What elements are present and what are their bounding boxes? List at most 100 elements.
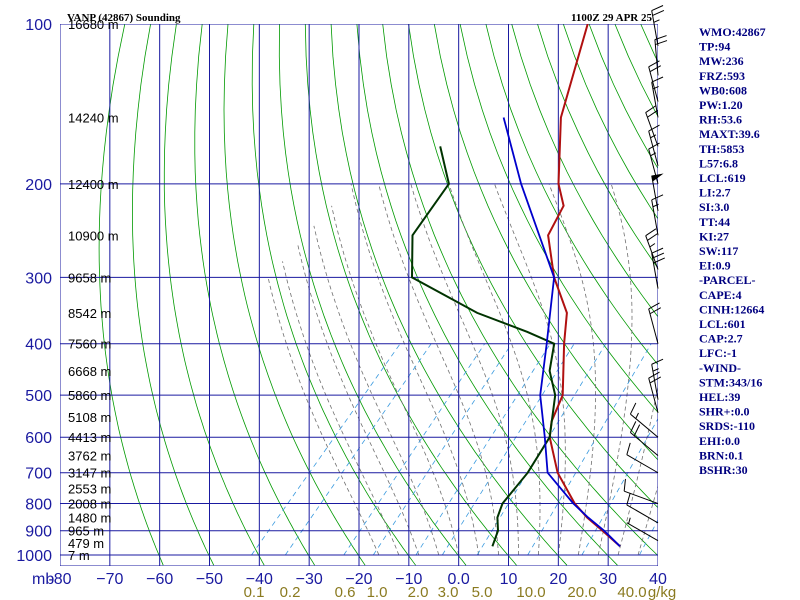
wind-barb <box>648 302 662 344</box>
moist-adiabat-line <box>267 277 380 556</box>
index-value: HEL:39 <box>699 390 740 404</box>
pressure-tick-label: 100 <box>25 17 52 34</box>
mixing-ratio-line <box>415 343 551 556</box>
wind-barbs <box>623 5 668 542</box>
index-value: TP:94 <box>699 40 730 54</box>
wind-barb <box>651 5 665 47</box>
mixing-ratio-label: 10.0 <box>516 584 545 600</box>
dry-adiabat-line <box>408 24 658 509</box>
mixing-ratio-label: 2.0 <box>408 584 429 600</box>
pressure-tick-label: 800 <box>25 497 52 514</box>
mixing-ratio-line <box>527 343 652 556</box>
temperature-axis: mb-80 −70 −60 −50 −40 −30 −20 −10 0.0 10 20 30 40 <box>32 571 667 588</box>
height-label: 10900 m <box>68 228 119 243</box>
index-value: EI:0.9 <box>699 259 731 273</box>
mixing-ratio-label: 0.6 <box>335 584 356 600</box>
height-labels: 16680 m 14240 m 12400 m 10900 m 9658 m 8542 m… <box>68 17 119 563</box>
wind-barb <box>626 442 659 474</box>
pressure-tick-label: 400 <box>25 337 52 354</box>
wind-barb <box>629 402 659 438</box>
index-value: WMO:42867 <box>699 25 766 39</box>
station-title: VANP (42867) Sounding <box>67 12 181 24</box>
temperature-tick-label: 30 <box>599 571 617 588</box>
index-value: LCL:601 <box>699 317 746 331</box>
temperature-tick-label: −20 <box>345 571 372 588</box>
wind-barb <box>654 35 668 76</box>
dry-adiabat-line <box>304 24 517 566</box>
dry-adiabat-line <box>356 24 618 566</box>
dry-adiabat-line <box>131 24 215 566</box>
pressure-tick-label: 700 <box>25 466 52 483</box>
dry-adiabat-line <box>485 24 658 366</box>
height-label: 479 m <box>68 536 104 551</box>
wind-barb <box>651 194 664 236</box>
wind-barb <box>648 124 660 166</box>
mixing-ratio-label: g/kg <box>648 584 676 600</box>
wind-barb <box>651 247 665 289</box>
height-label: 4413 m <box>68 430 111 445</box>
height-label: 1480 m <box>68 511 111 526</box>
wind-barb <box>651 358 664 400</box>
wind-barb <box>629 421 659 457</box>
temperature-tick-label: 0.0 <box>448 571 470 588</box>
index-value: LFC:-1 <box>699 346 737 360</box>
height-label: 2553 m <box>68 482 111 497</box>
valid-time: 1100Z 29 APR 25 <box>571 12 652 24</box>
height-label: 7 m <box>68 548 90 563</box>
moist-adiabat-line <box>448 183 541 556</box>
plot-area <box>60 24 658 566</box>
height-label: 5860 m <box>68 388 111 403</box>
moist-adiabat-line <box>297 244 420 556</box>
temperature-tick-label: 40 <box>649 571 667 588</box>
index-value: PW:1.20 <box>699 98 743 112</box>
index-value: MW:236 <box>699 54 744 68</box>
mixing-ratio-labels: 0.1 0.2 0.6 1.0 2.0 3.0 5.0 10.0 20.0 40.0 g/kg <box>244 584 677 600</box>
temperature-tick-label: −50 <box>196 571 223 588</box>
mixing-ratio-line <box>343 343 486 556</box>
index-value: STM:343/16 <box>699 375 762 389</box>
mixing-ratio-label: 0.1 <box>244 584 265 600</box>
index-value: LI:2.7 <box>699 186 731 200</box>
index-value: BSHR:30 <box>699 463 748 477</box>
mixing-ratio-label: 40.0 <box>617 584 646 600</box>
height-label: 9658 m <box>68 270 111 285</box>
wind-barb <box>626 517 659 542</box>
x-axis-unit: mb <box>32 571 54 588</box>
dry-adiabat-line <box>537 24 658 269</box>
index-value: WB0:608 <box>699 83 747 97</box>
index-value: FRZ:593 <box>699 69 745 83</box>
dry-adiabat-line <box>278 24 467 566</box>
mixing-ratio-label: 1.0 <box>367 584 388 600</box>
dry-adiabats <box>98 24 658 566</box>
moist-adiabat-line <box>282 261 400 556</box>
height-label: 7560 m <box>68 337 111 352</box>
mixing-ratio-line <box>284 343 432 556</box>
mixing-ratio-label: 3.0 <box>438 584 459 600</box>
mixing-ratio-label: 20.0 <box>567 584 596 600</box>
temperature-tick-label: 10 <box>500 571 518 588</box>
index-value: SI:3.0 <box>699 200 729 214</box>
pressure-tick-label: 200 <box>25 177 52 194</box>
height-label: 965 m <box>68 524 104 539</box>
dry-adiabat-line <box>330 24 568 566</box>
dry-adiabat-line <box>163 24 265 566</box>
mixing-ratio-label: 5.0 <box>472 584 493 600</box>
index-value: EHI:0.0 <box>699 434 740 448</box>
dry-adiabat-line <box>511 24 658 318</box>
sounding-profiles <box>410 24 621 548</box>
mixing-ratio-line <box>581 417 658 556</box>
wind-barb <box>648 371 662 414</box>
dry-adiabat-line <box>194 24 315 566</box>
indices-panel: WMO:42867TP:94MW:236FRZ:593WB0:608PW:1.2… <box>699 25 766 477</box>
index-value: CAP:2.7 <box>699 332 743 346</box>
height-label: 14240 m <box>68 111 119 126</box>
dry-adiabat-line <box>433 24 658 461</box>
temperature-tick-label: -80 <box>48 571 71 588</box>
height-label: 8542 m <box>68 306 111 321</box>
temperature-tick-label: −60 <box>146 571 173 588</box>
dry-adiabat-line <box>459 24 658 413</box>
height-label: 3762 m <box>68 449 111 464</box>
mixing-ratio-label: 0.2 <box>280 584 301 600</box>
height-label: 5108 m <box>68 410 111 425</box>
